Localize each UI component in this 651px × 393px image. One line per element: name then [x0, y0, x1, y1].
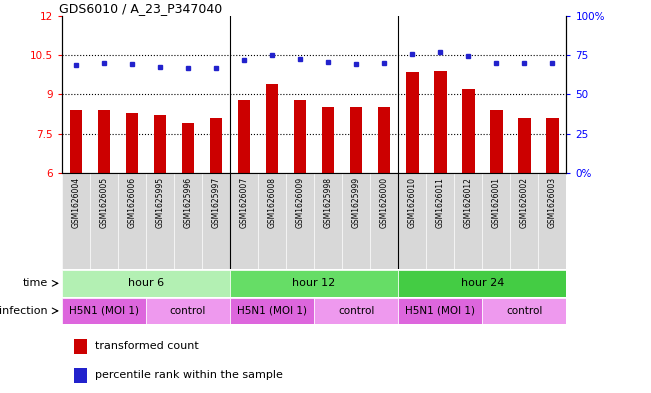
Bar	[230, 298, 314, 324]
Bar	[90, 173, 118, 269]
Bar	[294, 99, 307, 173]
Text: GSM1626008: GSM1626008	[268, 177, 277, 228]
Text: GSM1625996: GSM1625996	[184, 177, 193, 228]
Bar	[210, 118, 222, 173]
Bar	[398, 173, 426, 269]
Bar	[230, 173, 258, 269]
Text: transformed count: transformed count	[94, 341, 199, 351]
Text: GSM1625999: GSM1625999	[352, 177, 361, 228]
Bar	[322, 107, 335, 173]
Text: H5N1 (MOI 1): H5N1 (MOI 1)	[237, 306, 307, 316]
Bar	[518, 118, 531, 173]
Text: GSM1626005: GSM1626005	[100, 177, 108, 228]
Text: GSM1625998: GSM1625998	[324, 177, 333, 228]
Text: infection: infection	[0, 306, 48, 316]
Bar	[258, 173, 286, 269]
Bar	[126, 113, 138, 173]
Bar	[342, 173, 370, 269]
Bar	[286, 173, 314, 269]
Bar	[462, 89, 475, 173]
Text: GSM1626004: GSM1626004	[72, 177, 80, 228]
Text: GSM1626000: GSM1626000	[380, 177, 389, 228]
Text: GSM1626012: GSM1626012	[464, 177, 473, 228]
Bar	[238, 99, 251, 173]
Text: GSM1626006: GSM1626006	[128, 177, 137, 228]
Text: GSM1626009: GSM1626009	[296, 177, 305, 228]
Text: GDS6010 / A_23_P347040: GDS6010 / A_23_P347040	[59, 2, 223, 15]
Bar	[434, 71, 447, 173]
Bar	[74, 338, 87, 354]
Bar	[62, 173, 90, 269]
Bar	[546, 118, 559, 173]
Bar	[398, 270, 566, 297]
Bar	[62, 270, 230, 297]
Bar	[482, 298, 566, 324]
Bar	[70, 110, 82, 173]
Text: hour 12: hour 12	[292, 278, 336, 288]
Text: control: control	[170, 306, 206, 316]
Bar	[146, 298, 230, 324]
Bar	[202, 173, 230, 269]
Bar	[182, 123, 194, 173]
Text: control: control	[338, 306, 374, 316]
Text: GSM1626007: GSM1626007	[240, 177, 249, 228]
Bar	[378, 107, 391, 173]
Text: GSM1626002: GSM1626002	[520, 177, 529, 228]
Bar	[74, 368, 87, 383]
Bar	[538, 173, 566, 269]
Bar	[406, 72, 419, 173]
Bar	[154, 115, 166, 173]
Text: GSM1625995: GSM1625995	[156, 177, 165, 228]
Text: GSM1626010: GSM1626010	[408, 177, 417, 228]
Bar	[482, 173, 510, 269]
Bar	[174, 173, 202, 269]
Bar	[398, 298, 482, 324]
Bar	[98, 110, 110, 173]
Bar	[350, 107, 363, 173]
Bar	[230, 270, 398, 297]
Text: GSM1626011: GSM1626011	[436, 177, 445, 228]
Text: GSM1626003: GSM1626003	[548, 177, 557, 228]
Bar	[118, 173, 146, 269]
Bar	[426, 173, 454, 269]
Text: H5N1 (MOI 1): H5N1 (MOI 1)	[69, 306, 139, 316]
Text: hour 24: hour 24	[461, 278, 504, 288]
Bar	[62, 298, 146, 324]
Bar	[370, 173, 398, 269]
Text: GSM1625997: GSM1625997	[212, 177, 221, 228]
Text: H5N1 (MOI 1): H5N1 (MOI 1)	[405, 306, 475, 316]
Bar	[490, 110, 503, 173]
Text: hour 6: hour 6	[128, 278, 164, 288]
Text: time: time	[23, 278, 48, 288]
Text: GSM1626001: GSM1626001	[492, 177, 501, 228]
Bar	[314, 173, 342, 269]
Bar	[454, 173, 482, 269]
Bar	[314, 298, 398, 324]
Bar	[510, 173, 538, 269]
Bar	[146, 173, 174, 269]
Text: percentile rank within the sample: percentile rank within the sample	[94, 370, 283, 380]
Text: control: control	[506, 306, 542, 316]
Bar	[266, 84, 279, 173]
